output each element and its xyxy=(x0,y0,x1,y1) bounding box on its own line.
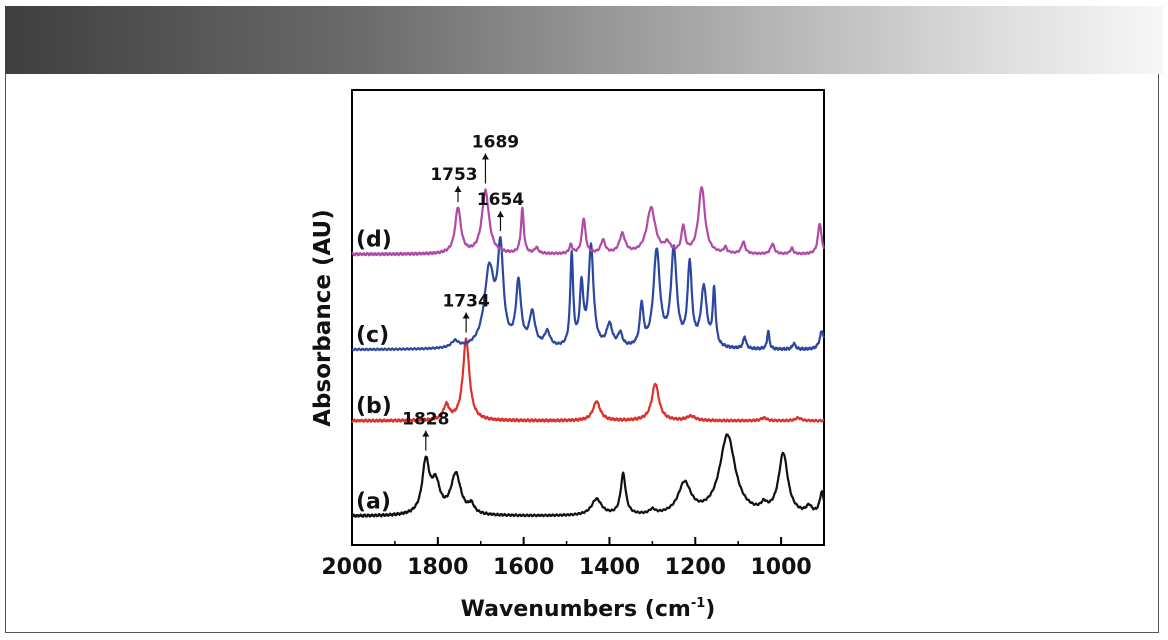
annotation-label-1828: 1828 xyxy=(402,410,449,430)
series-label-d: (d) xyxy=(356,227,392,252)
series-line-a xyxy=(351,433,826,518)
y-axis-title: Absorbance (AU) xyxy=(310,209,336,427)
x-tick-label-1400: 1400 xyxy=(579,555,640,580)
spectra-series: (a) (b) (c) (d) xyxy=(350,186,826,518)
series-line-d xyxy=(351,186,826,257)
header-gradient-bar xyxy=(5,6,1163,74)
annotation-arrowhead-1734 xyxy=(462,312,470,319)
x-tick-label-1600: 1600 xyxy=(493,555,554,580)
annotation-arrowhead-1828 xyxy=(422,430,430,437)
annotation-arrowhead-1654 xyxy=(496,211,504,218)
x-tick-label-2000: 2000 xyxy=(321,555,382,580)
annotation-label-1654: 1654 xyxy=(477,190,524,210)
figure-frame xyxy=(5,74,1159,633)
x-tick-label-1000: 1000 xyxy=(750,555,811,580)
x-axis-title-sup: -1 xyxy=(691,596,705,611)
x-axis-title-close: ) xyxy=(705,597,715,622)
annotation-label-1734: 1734 xyxy=(442,291,489,311)
series-label-c: (c) xyxy=(356,323,389,348)
x-axis-ticks: 2000 1800 1600 1400 1200 1000 xyxy=(321,537,812,580)
series-line-c xyxy=(351,236,826,352)
series-label-a: (a) xyxy=(356,489,391,514)
x-tick-label-1800: 1800 xyxy=(407,555,468,580)
x-axis-title: Wavenumbers (cm-1) xyxy=(461,596,716,622)
annotation-arrowhead-1753 xyxy=(454,186,462,193)
x-tick-label-1200: 1200 xyxy=(665,555,726,580)
series-line-b xyxy=(350,337,825,423)
x-axis-title-main: Wavenumbers (cm xyxy=(461,597,691,622)
series-label-b: (b) xyxy=(356,394,392,419)
annotation-arrowhead-1689 xyxy=(481,153,489,160)
annotation-label-1689: 1689 xyxy=(472,132,519,152)
plot-area-border xyxy=(351,89,825,546)
annotation-label-1753: 1753 xyxy=(430,165,477,185)
